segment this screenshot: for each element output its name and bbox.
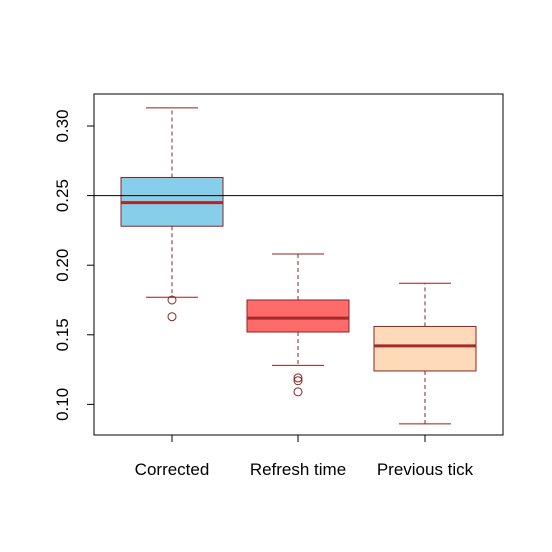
iqr-box — [373, 325, 477, 372]
x-axis: Corrected Refresh time Previous tick — [135, 435, 474, 479]
box-group-1 — [120, 107, 224, 322]
x-category-label: Refresh time — [250, 460, 346, 479]
outlier-point — [167, 312, 177, 322]
outlier-point — [293, 376, 303, 386]
y-tick-label: 0.10 — [53, 388, 72, 421]
x-category-label: Previous tick — [377, 460, 474, 479]
outlier-point — [293, 373, 303, 383]
outlier-point — [293, 387, 303, 397]
outlier-point — [167, 295, 177, 305]
boxes-layer — [120, 107, 477, 425]
y-tick-label: 0.20 — [53, 249, 72, 282]
y-tick-label: 0.25 — [53, 179, 72, 212]
y-tick-label: 0.15 — [53, 318, 72, 351]
x-category-label: Corrected — [135, 460, 210, 479]
box-group-2 — [246, 253, 350, 397]
y-axis: 0.10 0.15 0.20 0.25 0.30 — [53, 109, 94, 421]
iqr-box — [246, 299, 350, 333]
y-tick-label: 0.30 — [53, 109, 72, 142]
box-group-3 — [373, 282, 477, 425]
